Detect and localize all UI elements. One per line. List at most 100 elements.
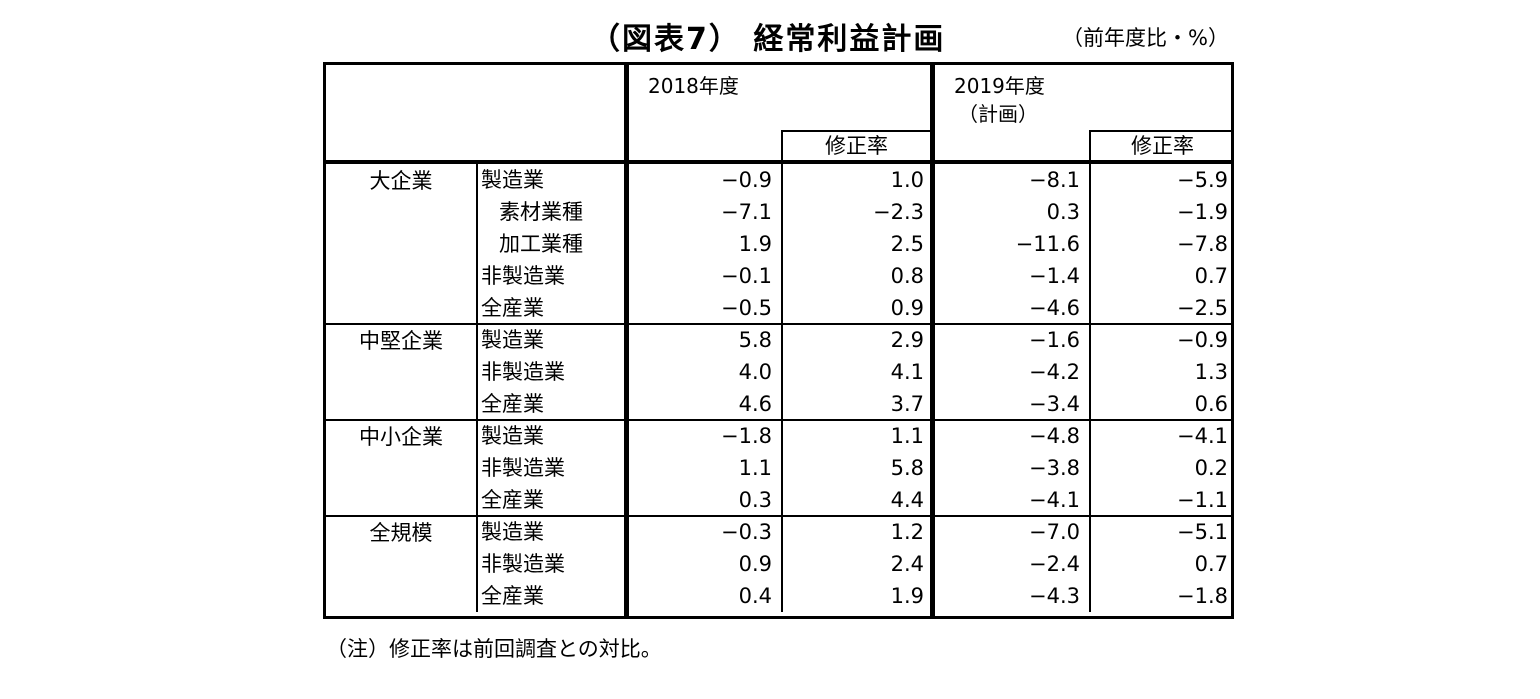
group-label: 中堅企業: [359, 329, 443, 353]
value-cell: 2.5: [890, 232, 924, 256]
value-cell: −0.5: [721, 296, 772, 320]
row-label: 製造業: [481, 520, 544, 544]
unit-label: （前年度比・%）: [1062, 26, 1229, 50]
table-row: 非製造業 4.0 4.1 −4.2 1.3: [326, 356, 1231, 388]
column-divider: [781, 516, 783, 612]
row-label: 全産業: [481, 488, 544, 512]
column-divider: [476, 324, 478, 420]
value-cell: −5.1: [1177, 520, 1228, 544]
row-label: 製造業: [481, 168, 544, 192]
table-row: 全産業 0.4 1.9 −4.3 −1.8: [326, 580, 1231, 612]
value-cell: 0.7: [1194, 552, 1228, 576]
table-row: 全産業 0.3 4.4 −4.1 −1.1: [326, 484, 1231, 516]
value-cell: −4.1: [1177, 424, 1228, 448]
table-row: 非製造業 0.9 2.4 −2.4 0.7: [326, 548, 1231, 580]
group-separator: [326, 323, 1231, 325]
value-cell: −0.3: [721, 520, 772, 544]
value-cell: 1.9: [890, 584, 924, 608]
value-cell: 1.1: [890, 424, 924, 448]
value-cell: −7.0: [1029, 520, 1080, 544]
value-cell: 4.1: [890, 360, 924, 384]
value-cell: −7.8: [1177, 232, 1228, 256]
row-label: 非製造業: [481, 456, 565, 480]
column-divider: [1089, 164, 1091, 324]
value-cell: 0.8: [890, 264, 924, 288]
value-cell: 0.2: [1194, 456, 1228, 480]
row-label: 非製造業: [481, 360, 565, 384]
value-cell: 1.1: [738, 456, 772, 480]
value-cell: 1.0: [890, 168, 924, 192]
value-cell: −1.1: [1177, 488, 1228, 512]
table-row: 加工業種 1.9 2.5 −11.6 −7.8: [326, 228, 1231, 260]
column-divider: [1089, 516, 1091, 612]
value-cell: 0.9: [890, 296, 924, 320]
group-label: 大企業: [369, 169, 433, 193]
column-divider: [476, 420, 478, 516]
value-cell: 2.4: [890, 552, 924, 576]
column-divider: [1089, 420, 1091, 516]
revision-box-2019: [1089, 130, 1231, 160]
table-row: 製造業 −1.8 1.1 −4.8 −4.1: [326, 420, 1231, 452]
value-cell: 4.4: [890, 488, 924, 512]
value-cell: −7.1: [721, 200, 772, 224]
divider-year: [930, 65, 935, 616]
row-label: 製造業: [481, 328, 544, 352]
group-label: 中小企業: [359, 425, 443, 449]
value-cell: −1.8: [721, 424, 772, 448]
value-cell: 0.3: [1046, 200, 1080, 224]
table-row: 製造業 −0.9 1.0 −8.1 −5.9: [326, 164, 1231, 196]
header-revision-2019: 修正率: [1131, 134, 1194, 158]
value-cell: −1.8: [1177, 584, 1228, 608]
earnings-plan-table: 2018年度 2019年度 （計画） 修正率 修正率 大企業 製造業 −0.9 1.0…: [323, 62, 1234, 619]
table-row: 非製造業 1.1 5.8 −3.8 0.2: [326, 452, 1231, 484]
value-cell: 1.2: [890, 520, 924, 544]
header-bottom-border: [326, 160, 1231, 164]
group-separator: [326, 515, 1231, 517]
value-cell: −4.2: [1029, 360, 1080, 384]
value-cell: −2.5: [1177, 296, 1228, 320]
value-cell: 0.3: [738, 488, 772, 512]
value-cell: −11.6: [1015, 232, 1080, 256]
value-cell: 5.8: [738, 328, 772, 352]
value-cell: −4.3: [1029, 584, 1080, 608]
value-cell: −1.4: [1029, 264, 1080, 288]
value-cell: 1.9: [738, 232, 772, 256]
value-cell: 5.8: [890, 456, 924, 480]
row-label: 全産業: [481, 296, 544, 320]
row-label: 全産業: [481, 392, 544, 416]
value-cell: 4.6: [738, 392, 772, 416]
footnote: （注）修正率は前回調査との対比。: [326, 637, 662, 661]
value-cell: −4.8: [1029, 424, 1080, 448]
value-cell: 0.6: [1194, 392, 1228, 416]
row-label: 加工業種: [499, 232, 583, 256]
table-row: 非製造業 −0.1 0.8 −1.4 0.7: [326, 260, 1231, 292]
table-row: 全産業 −0.5 0.9 −4.6 −2.5: [326, 292, 1231, 324]
divider-label-data: [624, 65, 629, 616]
group-separator: [326, 419, 1231, 421]
value-cell: 3.7: [890, 392, 924, 416]
page-title: （図表7） 経常利益計画: [590, 22, 946, 57]
column-divider: [781, 164, 783, 324]
table-row: 全産業 4.6 3.7 −3.4 0.6: [326, 388, 1231, 420]
table-row: 製造業 5.8 2.9 −1.6 −0.9: [326, 324, 1231, 356]
table-row: 製造業 −0.3 1.2 −7.0 −5.1: [326, 516, 1231, 548]
row-label: 非製造業: [481, 552, 565, 576]
revision-box-2018: [781, 130, 930, 160]
value-cell: 4.0: [738, 360, 772, 384]
value-cell: −2.3: [873, 200, 924, 224]
value-cell: 2.9: [890, 328, 924, 352]
column-divider: [781, 420, 783, 516]
value-cell: −8.1: [1029, 168, 1080, 192]
header-2019-plan: （計画）: [958, 102, 1038, 126]
row-label: 全産業: [481, 584, 544, 608]
value-cell: −2.4: [1029, 552, 1080, 576]
value-cell: −0.1: [721, 264, 772, 288]
group-label: 全規模: [369, 521, 433, 545]
header-2018: 2018年度: [648, 74, 739, 98]
column-divider: [1089, 324, 1091, 420]
row-label: 製造業: [481, 424, 544, 448]
value-cell: −3.8: [1029, 456, 1080, 480]
value-cell: 1.3: [1194, 360, 1228, 384]
header-2019: 2019年度: [954, 74, 1045, 98]
value-cell: −4.1: [1029, 488, 1080, 512]
